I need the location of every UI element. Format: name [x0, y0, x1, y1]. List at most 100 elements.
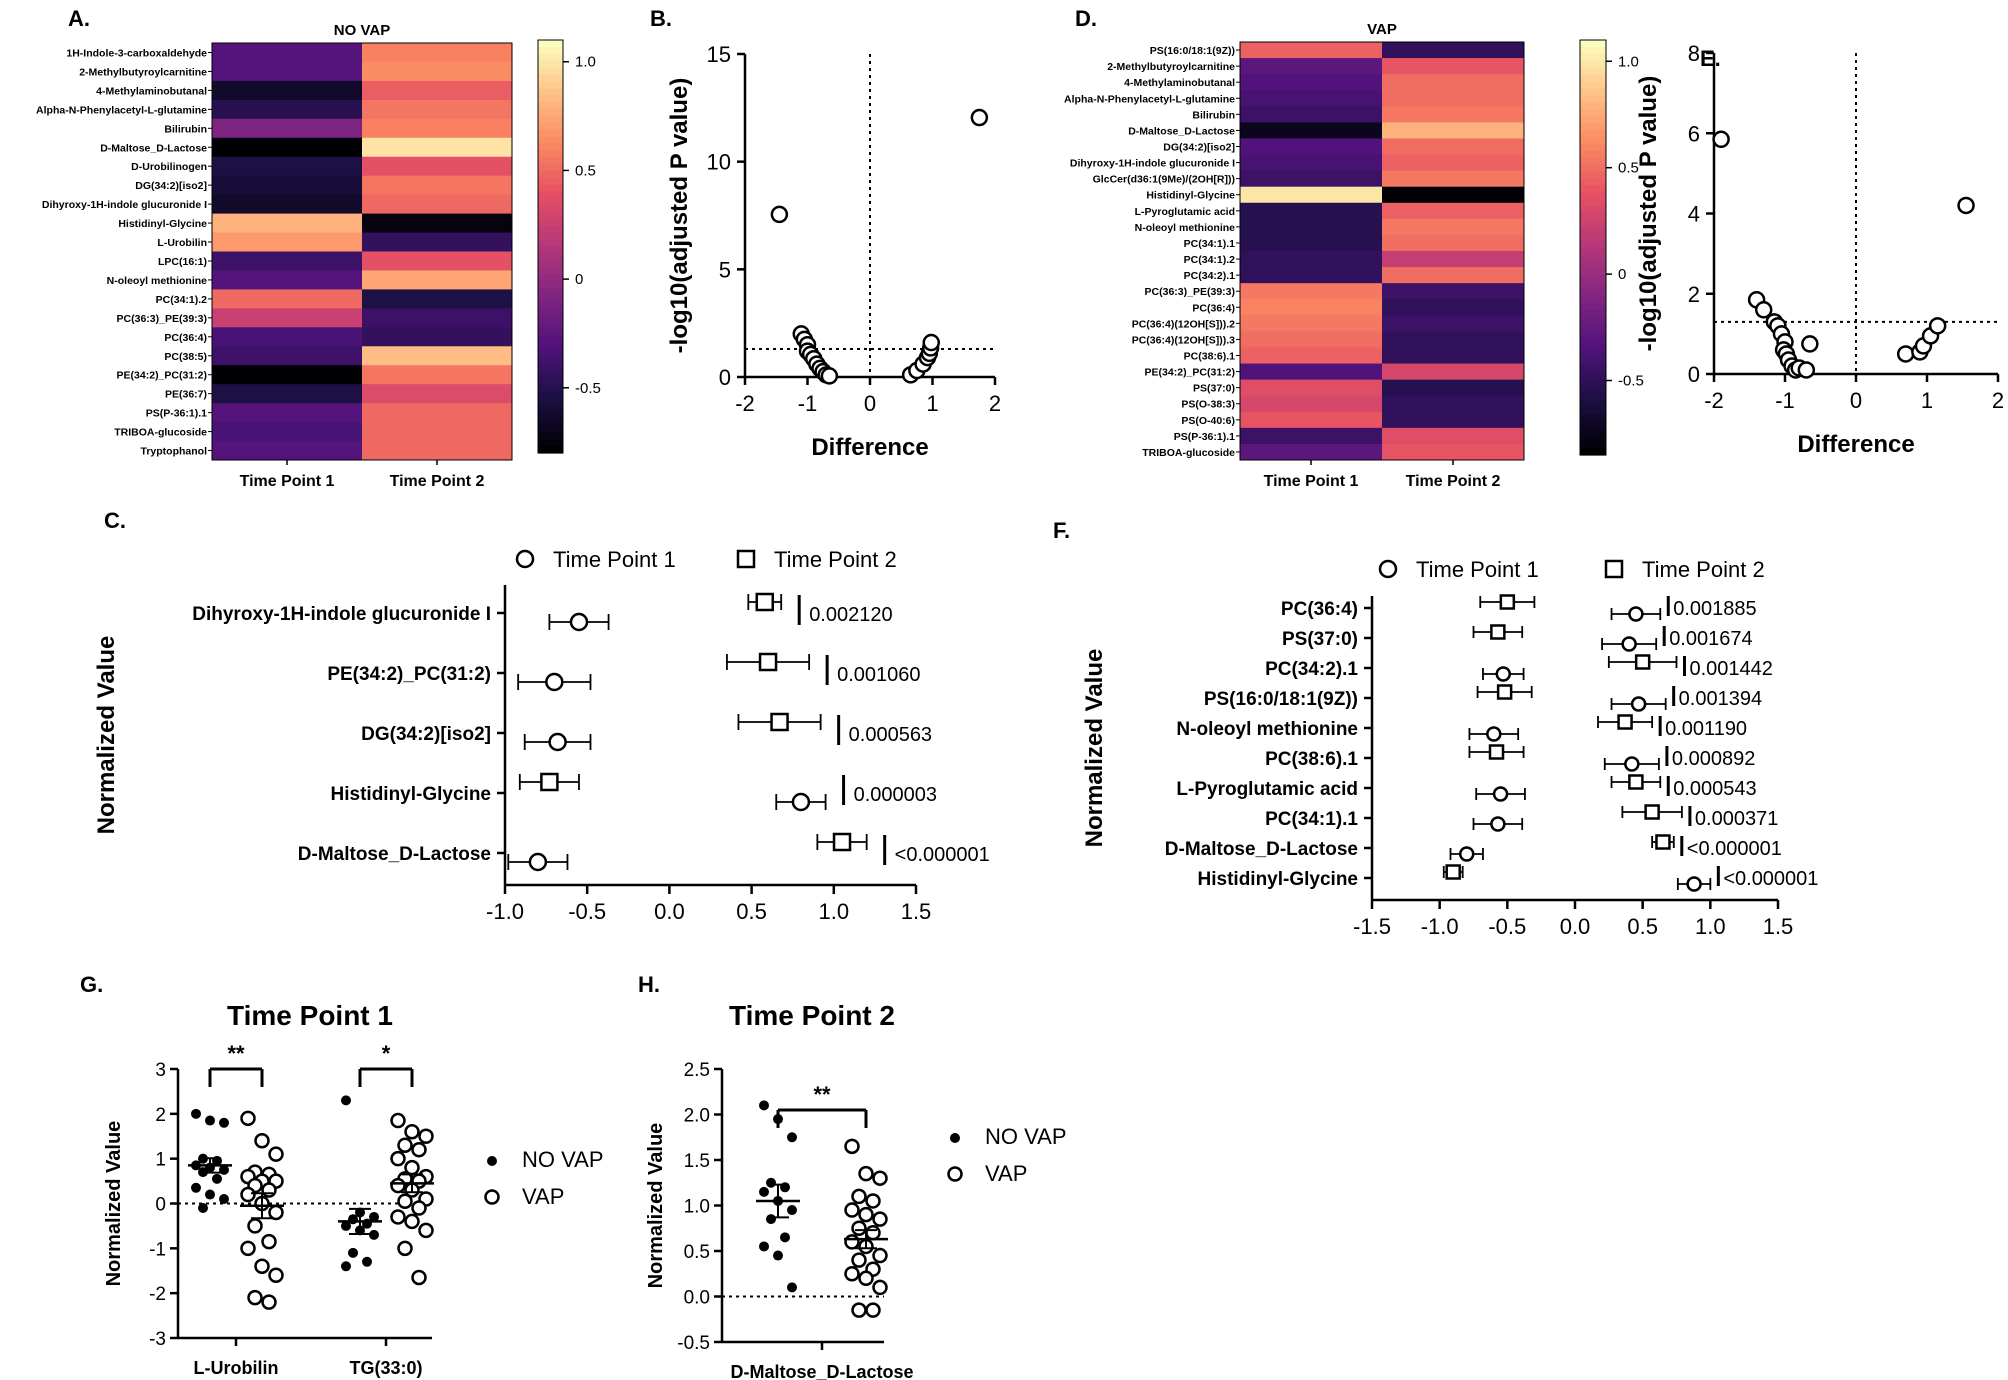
heatmap-row-label: PS(P-36:1).1: [146, 408, 207, 420]
colorbar-segment: [1580, 289, 1606, 297]
panel-label: D.: [1075, 6, 1097, 31]
heatmap-cell: [1240, 42, 1383, 59]
vap-point: [247, 1289, 263, 1306]
heatmap-cell: [1382, 331, 1525, 348]
colorbar-segment: [538, 267, 563, 275]
heatmap-cell: [1382, 251, 1525, 268]
heatmap-cell: [1382, 347, 1525, 365]
heatmap-cell: [212, 365, 363, 385]
heatmap-row-label: PC(38:5): [164, 351, 207, 363]
x-tick-label: 0.0: [654, 899, 685, 924]
colorbar-segment: [538, 280, 563, 289]
colorbar-segment: [1580, 212, 1606, 221]
heatmap-row-label: Tryptophanol: [141, 446, 208, 458]
heatmap-row-label: PS(16:0/18:1(9Z)): [1150, 45, 1235, 57]
y-axis-label: Normalized Value: [645, 1123, 667, 1289]
colorbar-frame: [537, 39, 564, 454]
heatmap-cell: [1382, 283, 1525, 300]
tp1-marker: [1458, 846, 1475, 862]
legend-filled-dot-icon: [487, 1156, 497, 1166]
legend-label: NO VAP: [522, 1147, 604, 1172]
x-tick-label: -0.5: [568, 899, 606, 924]
colorbar-segment: [538, 363, 563, 371]
heatmap-cell: [1382, 154, 1525, 172]
vap-point: [240, 1240, 256, 1257]
heatmap-cell: [1382, 106, 1525, 123]
colorbar-segment: [1580, 309, 1606, 318]
novap-point: [787, 1205, 797, 1216]
p-value-label: 0.001442: [1690, 658, 1773, 680]
heatmap-cell: [212, 308, 363, 328]
colorbar-segment: [1580, 240, 1606, 249]
y-tick-label: 2: [155, 1105, 166, 1126]
colorbar-segment: [1580, 295, 1606, 304]
colorbar-segment: [1580, 406, 1606, 415]
novap-point: [341, 1095, 351, 1106]
heatmap-cell: [1240, 379, 1383, 397]
vap-point: [851, 1220, 867, 1236]
novap-point: [766, 1214, 776, 1225]
colorbar-segment: [1580, 219, 1606, 228]
heatmap-cell: [1240, 331, 1383, 348]
vap-point: [851, 1252, 867, 1268]
p-value-label: 0.001190: [1665, 718, 1747, 740]
category-label: PS(37:0): [1282, 629, 1358, 650]
colorbar-segment: [538, 349, 563, 358]
heatmap-row-label: PE(34:2)_PC(31:2): [117, 370, 207, 382]
heatmap-cell: [1382, 42, 1525, 59]
colorbar-segment: [1580, 254, 1606, 262]
x-tick-label: 1: [926, 391, 938, 416]
y-tick-label: 1.5: [684, 1151, 710, 1172]
p-value-label: 0.001885: [1673, 598, 1756, 620]
colorbar-segment: [538, 370, 563, 378]
colorbar-segment: [1580, 282, 1606, 290]
colorbar-segment: [538, 335, 563, 344]
colorbar-segment: [538, 391, 563, 399]
heatmap-row-label: 4-Methylaminobutanal: [1124, 77, 1235, 89]
heatmap-row-label: Alpha-N-Phenylacetyl-L-glutamine: [36, 104, 207, 116]
heatmap-row-label: Bilirubin: [164, 123, 207, 135]
novap-point: [205, 1189, 215, 1200]
colorbar-segment: [538, 212, 563, 220]
heatmap-row-label: PC(34:1).2: [156, 294, 208, 306]
heatmap-row-label: PC(34:1).1: [1184, 238, 1236, 250]
heatmap-row-label: Dihyroxy-1H-indole glucuronide I: [42, 199, 207, 211]
heatmap-cell: [1382, 218, 1525, 236]
heatmap-row-label: Alpha-N-Phenylacetyl-L-glutamine: [1064, 93, 1235, 105]
heatmap-row-label: L-Pyroglutamic acid: [1135, 206, 1235, 218]
category-label: PC(36:4): [1281, 599, 1358, 620]
colorbar-segment: [538, 81, 563, 89]
heatmap-col-label: Time Point 2: [1406, 473, 1501, 490]
heatmap-cell: [362, 365, 513, 385]
colorbar-segment: [538, 67, 563, 76]
colorbar-segment: [1580, 330, 1606, 339]
heatmap-row-label: 4-Methylaminobutanal: [96, 85, 207, 97]
colorbar-segment: [538, 377, 563, 385]
p-value-label: 0.000371: [1695, 808, 1778, 830]
vap-point: [254, 1132, 270, 1149]
heatmap-cell: [362, 403, 513, 423]
y-tick-label: 0: [155, 1195, 166, 1216]
heatmap-cell: [212, 137, 363, 158]
data-point: [820, 367, 839, 385]
colorbar-segment: [538, 74, 563, 82]
data-point: [922, 333, 940, 352]
novap-point: [219, 1117, 229, 1128]
colorbar-segment: [538, 432, 563, 440]
colorbar-segment: [1580, 185, 1606, 193]
heatmap-cell: [362, 308, 513, 328]
novap-point: [348, 1247, 358, 1258]
heatmap-cell: [362, 251, 513, 271]
colorbar-segment: [538, 53, 563, 62]
colorbar-segment: [1580, 150, 1606, 159]
colorbar-segment: [538, 218, 563, 227]
heatmap-cell: [1240, 427, 1383, 445]
colorbar-segment: [538, 205, 563, 213]
heatmap-row-label: PC(34:2).1: [1184, 270, 1236, 282]
forest-C: -1.0 -0.5 0.0 0.5 1.0 1.5 Normalized Value Time…: [93, 547, 990, 924]
data-point: [1754, 301, 1773, 319]
heatmap-cell: [212, 156, 363, 177]
heatmap-row-label: 1H-Indole-3-carboxaldehyde: [66, 47, 207, 59]
heatmap-row-label: L-Urobilin: [157, 237, 207, 249]
category-label: L-Pyroglutamic acid: [1176, 779, 1358, 800]
